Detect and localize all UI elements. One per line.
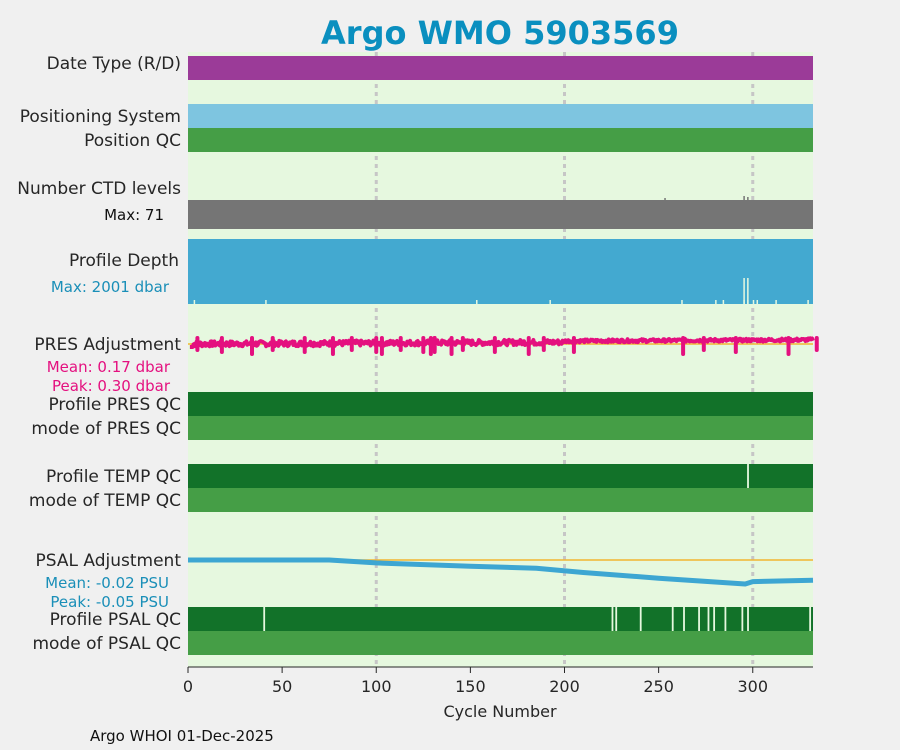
- chart-title: Argo WMO 5903569: [321, 14, 679, 52]
- label-psal-peak: Peak: -0.05 PSU: [50, 593, 169, 611]
- depth-notch-1: [265, 300, 267, 304]
- depth-notch-0: [193, 300, 196, 304]
- psal-qc-gap-6: [698, 607, 700, 631]
- temp-mode-band: [188, 488, 813, 512]
- pres-adjustment-series: [188, 336, 815, 349]
- psal-qc-gap-2: [615, 607, 618, 631]
- temp-qc-gap-0: [747, 464, 749, 488]
- label-temp-mode: mode of TEMP QC: [29, 491, 181, 511]
- psal-qc-gaps: [263, 607, 812, 631]
- position-qc-band: [188, 128, 813, 152]
- psal-qc-gap-12: [809, 607, 812, 631]
- depth-notch-2: [476, 300, 478, 304]
- ctd-tick-2: [747, 197, 749, 200]
- label-pres-qc: Profile PRES QC: [48, 395, 181, 415]
- depth-notch-6: [722, 300, 725, 304]
- x-tick-label-250: 250: [643, 677, 674, 696]
- psal-qc-band: [188, 607, 813, 631]
- depth-gap-0: [743, 278, 745, 304]
- ctd-levels-ticks: [664, 196, 749, 200]
- plot-background: [188, 52, 813, 667]
- depth-notch-4: [681, 300, 683, 304]
- label-pres-adjustment: PRES Adjustment: [34, 335, 181, 355]
- psal-qc-gap-11: [747, 607, 749, 631]
- depth-gap-1: [747, 278, 749, 304]
- label-ctd-levels: Number CTD levels: [17, 179, 181, 199]
- label-pres-peak: Peak: 0.30 dbar: [52, 377, 171, 395]
- label-temp-qc: Profile TEMP QC: [46, 467, 181, 487]
- label-ctd-max: Max: 71: [104, 206, 164, 224]
- depth-notch-5: [715, 300, 717, 304]
- psal-qc-gap-4: [671, 607, 674, 631]
- psal-qc-gap-7: [707, 607, 710, 631]
- depth-notch-12: [807, 300, 809, 304]
- profile-depth-notches: [193, 278, 809, 304]
- profile-depth-band: [188, 239, 813, 304]
- label-psal-mode: mode of PSAL QC: [32, 634, 181, 654]
- temp-qc-band: [188, 464, 813, 488]
- depth-notch-9: [752, 300, 755, 304]
- date-type-band: [188, 56, 813, 80]
- label-psal-qc: Profile PSAL QC: [50, 610, 181, 630]
- ctd-tick-0: [664, 198, 666, 200]
- positioning-band: [188, 104, 813, 128]
- label-pres-mode: mode of PRES QC: [31, 419, 181, 439]
- psal-adjustment-series: [188, 557, 814, 587]
- label-psal-mean: Mean: -0.02 PSU: [45, 574, 169, 592]
- pres-qc-band: [188, 392, 813, 416]
- psal-mode-band: [188, 631, 813, 655]
- x-tick-label-150: 150: [455, 677, 486, 696]
- label-pres-mean: Mean: 0.17 dbar: [47, 358, 171, 376]
- x-tick-label-100: 100: [361, 677, 392, 696]
- depth-notch-10: [756, 300, 759, 304]
- ctd-levels-band: [188, 200, 813, 229]
- psal-qc-gap-5: [683, 607, 685, 631]
- label-positioning: Positioning System: [20, 107, 181, 127]
- ctd-tick-1: [743, 196, 745, 200]
- psal-qc-gap-10: [741, 607, 744, 631]
- depth-notch-3: [549, 300, 551, 304]
- x-tick-label-50: 50: [272, 677, 292, 696]
- x-tick-label-300: 300: [737, 677, 768, 696]
- footer-credit: Argo WHOI 01-Dec-2025: [90, 727, 274, 745]
- x-tick-label-0: 0: [183, 677, 193, 696]
- pres-mode-band: [188, 416, 813, 440]
- label-date-type: Date Type (R/D): [47, 54, 181, 74]
- x-axis-ticks: 0 50 100 150 200 250 300: [183, 667, 768, 696]
- x-axis-label: Cycle Number: [443, 702, 557, 721]
- psal-qc-gap-0: [263, 607, 266, 631]
- label-profile-depth: Profile Depth: [69, 251, 179, 271]
- psal-qc-gap-1: [611, 607, 614, 631]
- label-position-qc: Position QC: [84, 131, 181, 151]
- pres-spikes: [195, 336, 819, 356]
- label-depth-max: Max: 2001 dbar: [51, 278, 170, 296]
- psal-qc-gap-3: [639, 607, 642, 631]
- temp-qc-gaps: [747, 464, 749, 488]
- x-tick-label-200: 200: [549, 677, 580, 696]
- label-psal-adjustment: PSAL Adjustment: [36, 551, 182, 571]
- psal-qc-gap-9: [724, 607, 727, 631]
- depth-notch-11: [775, 300, 777, 304]
- psal-qc-gap-8: [713, 607, 716, 631]
